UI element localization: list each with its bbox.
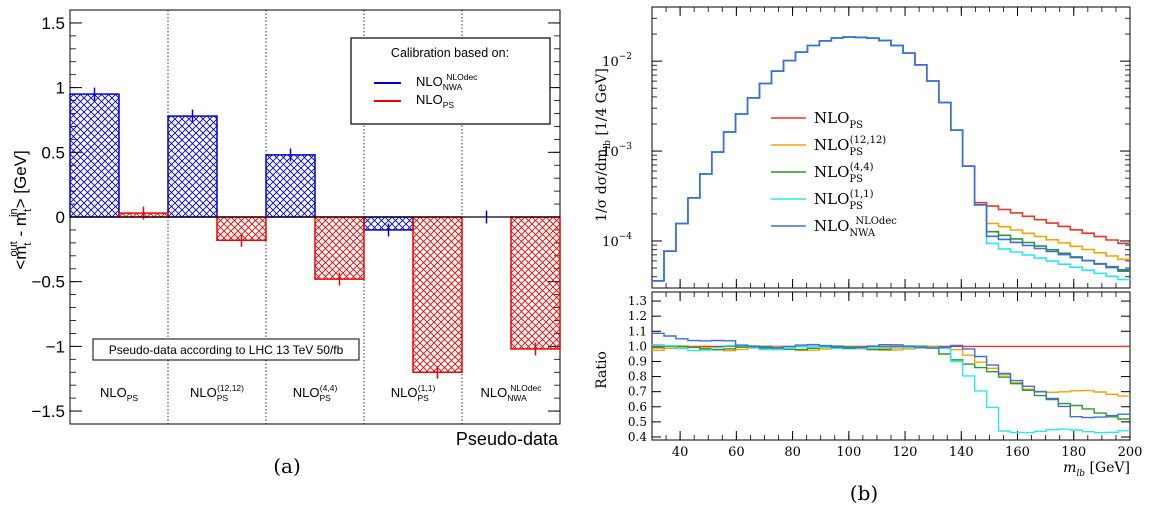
panel-a: 1.510.50−0.5−1−1.5 NLOPS NLOPS(12,12) NLOP… [8, 9, 561, 478]
series-line [652, 36, 1130, 282]
panel-a-caption: (a) [273, 454, 301, 478]
panel-b-x-axis-label: mlb [GeV] [1063, 460, 1130, 479]
y-tick-label: −1 [46, 337, 65, 356]
series-line [652, 36, 1130, 282]
legend-title: Calibration based on: [391, 46, 509, 60]
y-tick-label: 10−4 [602, 232, 632, 250]
ratio-y-tick-label: 0.6 [628, 400, 647, 414]
x-tick-label: 140 [949, 445, 974, 460]
y-tick-label: 0.5 [41, 143, 65, 162]
legend-entry-nlo-nwa: NLONWANLOdec [416, 72, 478, 92]
y-tick-label: 10−2 [602, 52, 632, 70]
series-line [652, 36, 1130, 282]
panel-b-ratio-series [652, 332, 1130, 434]
y-tick-label: 0 [56, 208, 65, 227]
bar [510, 216, 561, 350]
category-label: NLOPS [100, 385, 138, 403]
legend-entry: NLONWANLOdec [814, 216, 897, 239]
y-tick-label: −0.5 [31, 273, 65, 292]
category-label: NLOPS(1,1) [391, 383, 436, 403]
y-tick-label: 10−3 [602, 142, 632, 160]
ratio-y-tick-label: 0.7 [628, 385, 647, 399]
series-line [652, 36, 1130, 282]
category-label: NLOPS(4,4) [293, 383, 338, 403]
svg-text:Pseudo-data according to LHC 1: Pseudo-data according to LHC 13 TeV 50/f… [109, 343, 344, 357]
x-tick-label: 180 [1061, 445, 1086, 460]
panel-b-series [652, 36, 1130, 282]
legend-entry-nlo-ps: NLOPS [416, 92, 454, 110]
series-line [652, 36, 1130, 282]
x-tick-label: 160 [1005, 445, 1030, 460]
panel-a-annotation: Pseudo-data according to LHC 13 TeV 50/f… [92, 338, 360, 361]
category-label: NLOPS(12,12) [190, 383, 244, 403]
legend-entry: NLOPS [814, 109, 863, 131]
panel-b-caption: (b) [850, 481, 878, 505]
ratio-y-tick-label: 0.8 [628, 370, 647, 384]
ratio-y-tick-label: 1.3 [628, 294, 647, 308]
ratio-line [652, 344, 1130, 434]
ratio-line [652, 345, 1130, 397]
legend-entry: NLOPS(12,12) [814, 135, 886, 158]
panel-a-bars [69, 87, 561, 379]
bar [265, 154, 316, 218]
ratio-y-tick-label: 0.9 [628, 354, 647, 368]
bar [167, 115, 218, 218]
legend-entry: NLOPS(4,4) [814, 162, 874, 185]
panel-b-y-axis-label-bottom: Ratio [594, 351, 610, 389]
ratio-y-tick-label: 1.0 [628, 339, 647, 353]
y-tick-label: 1.5 [41, 14, 65, 33]
legend-entry: NLOPS(1,1) [814, 189, 874, 212]
panel-b-legend: NLOPS NLOPS(12,12) NLOPS(4,4) NLOPS(1,1) NLO… [771, 109, 897, 239]
panel-b: 40 60 80 100 120 140 160 180 20010−210−310−41.31… [594, 6, 1143, 505]
bar [412, 216, 463, 373]
panel-a-legend: Calibration based on: NLONWANLOdec NLOPS [350, 37, 551, 125]
x-tick-label: 80 [784, 445, 801, 460]
bar [69, 93, 120, 218]
ratio-line [652, 332, 1130, 419]
panel-b-bottom-frame [651, 291, 1131, 441]
panel-a-category-labels: NLOPS NLOPS(12,12) NLOPS(4,4) NLOPS(1,1) NLO… [100, 383, 542, 403]
panel-b-axes: 40 60 80 100 120 140 160 180 20010−210−310−41.31… [602, 6, 1143, 460]
y-tick-label: −1.5 [31, 402, 65, 421]
ratio-line [652, 345, 1130, 420]
panel-b-y-axis-label-top: 1/σ dσ/dmlb [1/4 GeV] [594, 68, 613, 222]
y-tick-label: 1 [56, 79, 65, 98]
x-tick-label: 40 [672, 445, 689, 460]
category-label: NLONWANLOdec [481, 383, 543, 403]
panel-a-y-axis-label: <mtout - mtin> [GeV] [8, 150, 34, 269]
x-tick-label: 100 [836, 445, 861, 460]
ratio-y-tick-label: 1.1 [628, 324, 647, 338]
ratio-y-tick-label: 0.5 [628, 415, 647, 429]
ratio-y-tick-label: 0.4 [628, 430, 647, 444]
x-tick-label: 120 [893, 445, 918, 460]
ratio-y-tick-label: 1.2 [628, 309, 647, 323]
panel-a-x-axis-label: Pseudo-data [456, 429, 559, 449]
bar [314, 216, 365, 280]
x-tick-label: 60 [728, 445, 745, 460]
x-tick-label: 200 [1118, 445, 1143, 460]
